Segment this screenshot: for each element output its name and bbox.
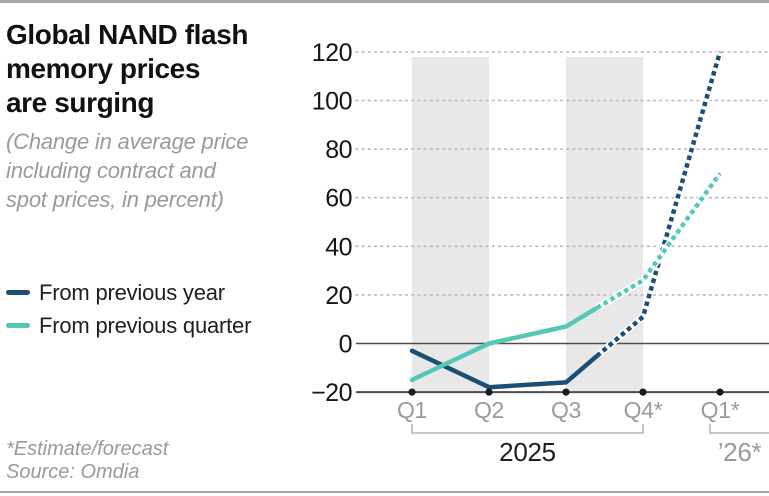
legend-item-previous-year: From previous year (6, 276, 251, 309)
series-line-forecast-0 (595, 51, 723, 358)
axis-tick-dot (408, 388, 416, 396)
series-line-forecast-1 (595, 172, 722, 310)
y-tick-label: 80 (325, 136, 352, 164)
quarter-shading-band (412, 57, 489, 393)
axis-tick-dot (716, 388, 724, 396)
axis-tick-dot (562, 388, 570, 396)
y-tick-label: −20 (311, 379, 352, 407)
quarter-shading-band (566, 57, 643, 393)
x-tick-label: Q1* (701, 397, 740, 423)
year-bracket (709, 424, 769, 434)
chart-subtitle: (Change in average price including contr… (6, 127, 300, 214)
title-line-3: are surging (6, 87, 155, 118)
bottom-rule (0, 491, 769, 493)
chart-legend: From previous year From previous quarter (6, 276, 251, 342)
x-tick-label: Q4* (624, 397, 663, 423)
top-rule (0, 0, 769, 3)
year-label: 2025 (499, 437, 556, 467)
x-tick-label: Q2 (474, 397, 504, 423)
legend-label-previous-year: From previous year (39, 279, 225, 305)
year-label: ’26* (718, 437, 762, 467)
subtitle-line-3: spot prices, in percent) (6, 187, 224, 212)
header-panel: Global NAND flash memory prices are surg… (6, 18, 300, 214)
title-line-2: memory prices (6, 53, 201, 84)
y-tick-label: 20 (325, 282, 352, 310)
title-line-1: Global NAND flash (6, 19, 249, 50)
series-line-solid-0 (409, 348, 600, 390)
y-tick-label: 100 (312, 88, 352, 116)
subtitle-line-1: (Change in average price (6, 129, 249, 154)
footnote-block: *Estimate/forecast Source: Omdia (6, 438, 168, 484)
source-note: Source: Omdia (6, 461, 140, 483)
axis-tick-dot (639, 388, 647, 396)
year-bracket (411, 424, 644, 434)
axis-tick-dot (485, 388, 493, 396)
x-tick-label: Q3 (551, 397, 581, 423)
legend-label-previous-quarter: From previous quarter (39, 312, 252, 338)
legend-item-previous-quarter: From previous quarter (6, 309, 251, 342)
y-tick-label: 120 (312, 39, 352, 67)
y-tick-label: 60 (325, 185, 352, 213)
previous-quarter-swatch-icon (6, 323, 30, 328)
y-tick-label: 40 (325, 233, 352, 261)
y-tick-label: 0 (339, 331, 352, 359)
estimate-note: *Estimate/forecast (6, 438, 169, 460)
x-tick-label: Q1 (397, 397, 427, 423)
series-line-solid-1 (409, 305, 600, 383)
previous-year-swatch-icon (6, 290, 30, 295)
page-title: Global NAND flash memory prices are surg… (6, 18, 300, 120)
subtitle-line-2: including contract and (6, 158, 216, 183)
